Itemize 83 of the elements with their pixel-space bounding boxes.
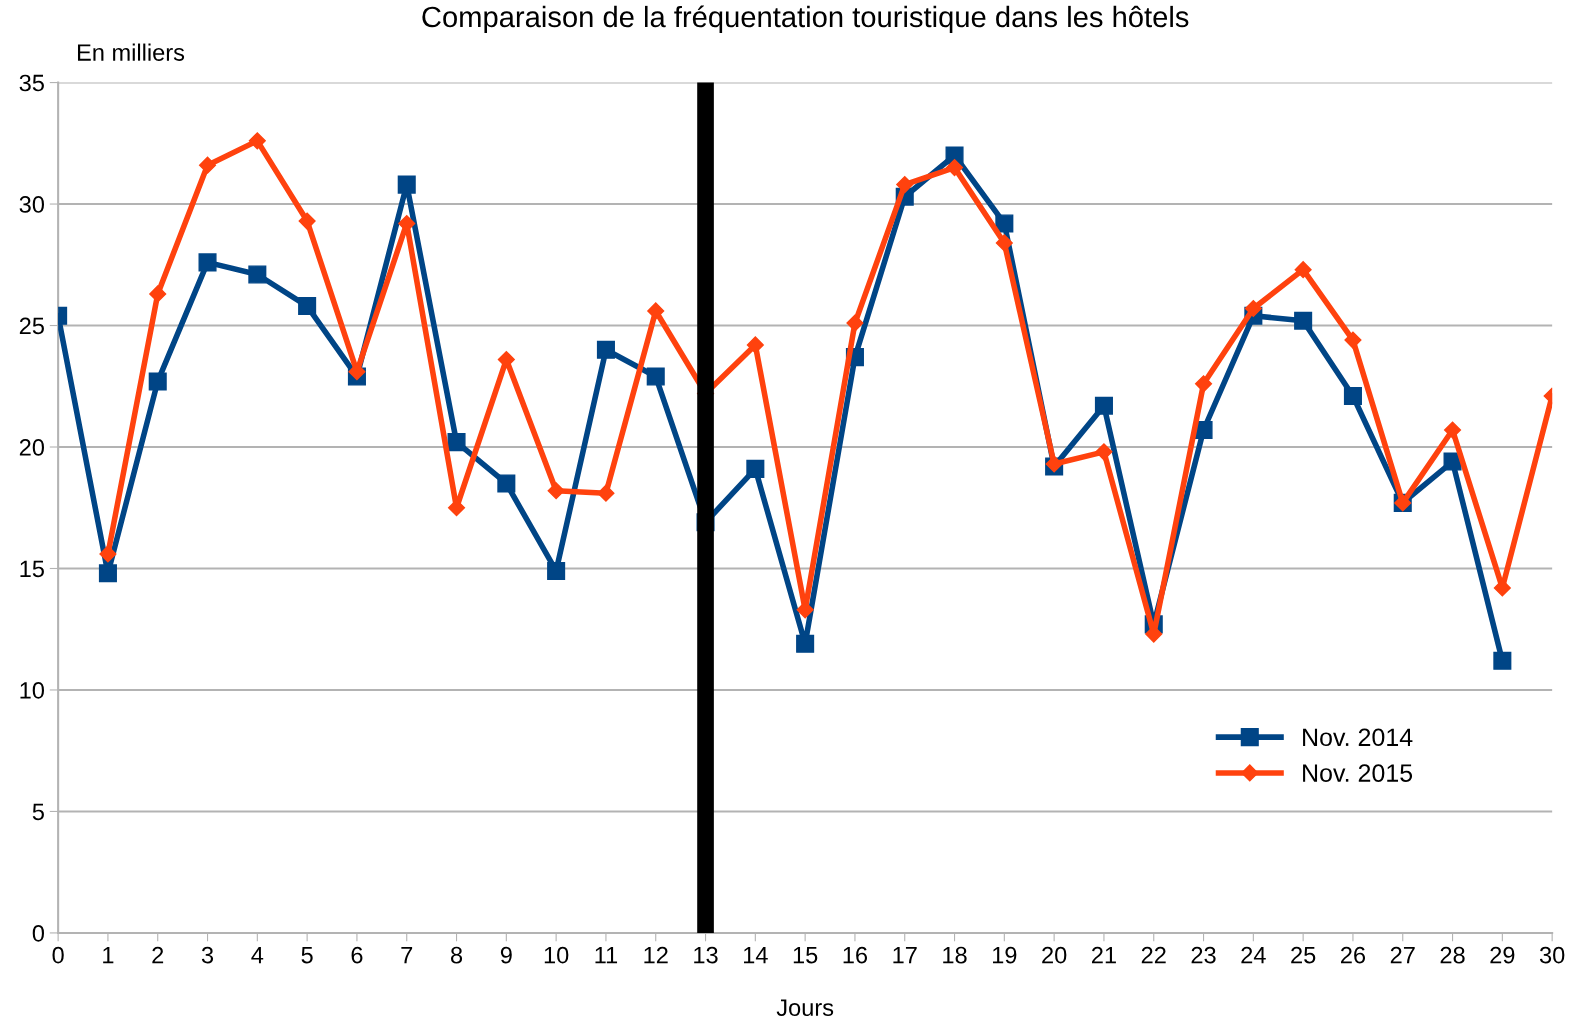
x-tick-label: 20 xyxy=(1042,946,1067,964)
x-tick-label: 8 xyxy=(450,946,463,964)
point xyxy=(298,212,316,230)
x-axis-title: Jours xyxy=(776,999,834,1017)
point xyxy=(945,146,964,165)
point xyxy=(945,159,964,177)
x-tick-label: 4 xyxy=(251,946,264,964)
x-tick-label: 21 xyxy=(1092,946,1116,964)
y-tick-label: 30 xyxy=(19,196,45,213)
x-tick-label: 24 xyxy=(1241,946,1266,964)
x-tick-label: 17 xyxy=(893,946,917,964)
point xyxy=(995,234,1013,252)
x-tick-label: 10 xyxy=(544,946,569,964)
y-tick-label: 5 xyxy=(32,803,44,821)
point xyxy=(99,545,117,563)
point xyxy=(397,175,416,194)
point xyxy=(1343,386,1362,406)
point xyxy=(1294,261,1312,279)
point xyxy=(198,253,217,272)
point xyxy=(646,367,665,386)
x-tick-label: 1 xyxy=(103,946,114,964)
x-tick-label: 6 xyxy=(351,946,363,964)
y-tick-label: 20 xyxy=(19,439,45,456)
point xyxy=(1244,299,1262,318)
x-tick-label: 2 xyxy=(152,946,164,964)
point xyxy=(1094,396,1113,415)
point xyxy=(497,474,516,493)
x-tick-label: 0 xyxy=(52,946,64,964)
point xyxy=(298,297,317,316)
point xyxy=(596,340,615,359)
point xyxy=(547,561,566,580)
point xyxy=(995,214,1014,233)
point xyxy=(1493,651,1512,670)
point xyxy=(597,484,615,502)
x-tick-label: 9 xyxy=(500,946,512,964)
x-tick-label: 22 xyxy=(1141,946,1166,964)
point xyxy=(1294,311,1313,330)
point xyxy=(248,132,266,150)
x-tick-label: 16 xyxy=(843,946,868,964)
legend-label: Nov. 2015 xyxy=(1303,764,1413,782)
x-tick-label: 30 xyxy=(1539,946,1565,964)
point xyxy=(547,482,565,500)
x-tick-label: 19 xyxy=(993,946,1017,964)
x-tick-label: 18 xyxy=(943,946,967,964)
y-tick-label: 0 xyxy=(32,925,45,942)
x-tick-label: 28 xyxy=(1440,946,1465,964)
chart-title: Comparaison de la fréquentation touristique dans les hôtels xyxy=(422,5,1189,34)
x-tick-label: 5 xyxy=(301,946,313,964)
point xyxy=(796,634,815,653)
point xyxy=(248,265,267,284)
x-tick-label: 13 xyxy=(694,946,718,964)
y-tick-label: 25 xyxy=(19,317,44,335)
point xyxy=(1443,421,1462,439)
x-tick-label: 11 xyxy=(595,946,618,964)
x-tick-label: 23 xyxy=(1191,946,1216,964)
x-tick-label: 26 xyxy=(1341,946,1366,964)
y-axis-title: En milliers xyxy=(77,43,185,61)
y-tick-label: 10 xyxy=(20,682,45,699)
point xyxy=(149,285,167,303)
point xyxy=(1194,375,1213,393)
point xyxy=(746,336,764,354)
x-tick-label: 25 xyxy=(1291,946,1316,964)
point xyxy=(98,564,117,583)
y-tick-label: 15 xyxy=(20,560,44,578)
point xyxy=(148,372,167,391)
x-tick-label: 7 xyxy=(401,946,413,964)
point xyxy=(896,176,914,194)
x-tick-label: 14 xyxy=(744,946,768,964)
legend-label: Nov. 2014 xyxy=(1303,728,1413,747)
point xyxy=(647,302,665,320)
point xyxy=(1344,331,1362,349)
point xyxy=(746,459,765,478)
x-tick-label: 3 xyxy=(201,946,214,964)
x-tick-label: 27 xyxy=(1390,946,1415,964)
point xyxy=(846,314,864,332)
point xyxy=(1095,443,1113,461)
x-tick-label: 12 xyxy=(644,946,668,964)
point xyxy=(447,433,466,452)
y-tick-label: 35 xyxy=(19,74,44,92)
point xyxy=(497,350,515,369)
point xyxy=(198,156,217,174)
x-tick-label: 29 xyxy=(1490,946,1515,964)
x-tick-label: 15 xyxy=(793,946,818,964)
